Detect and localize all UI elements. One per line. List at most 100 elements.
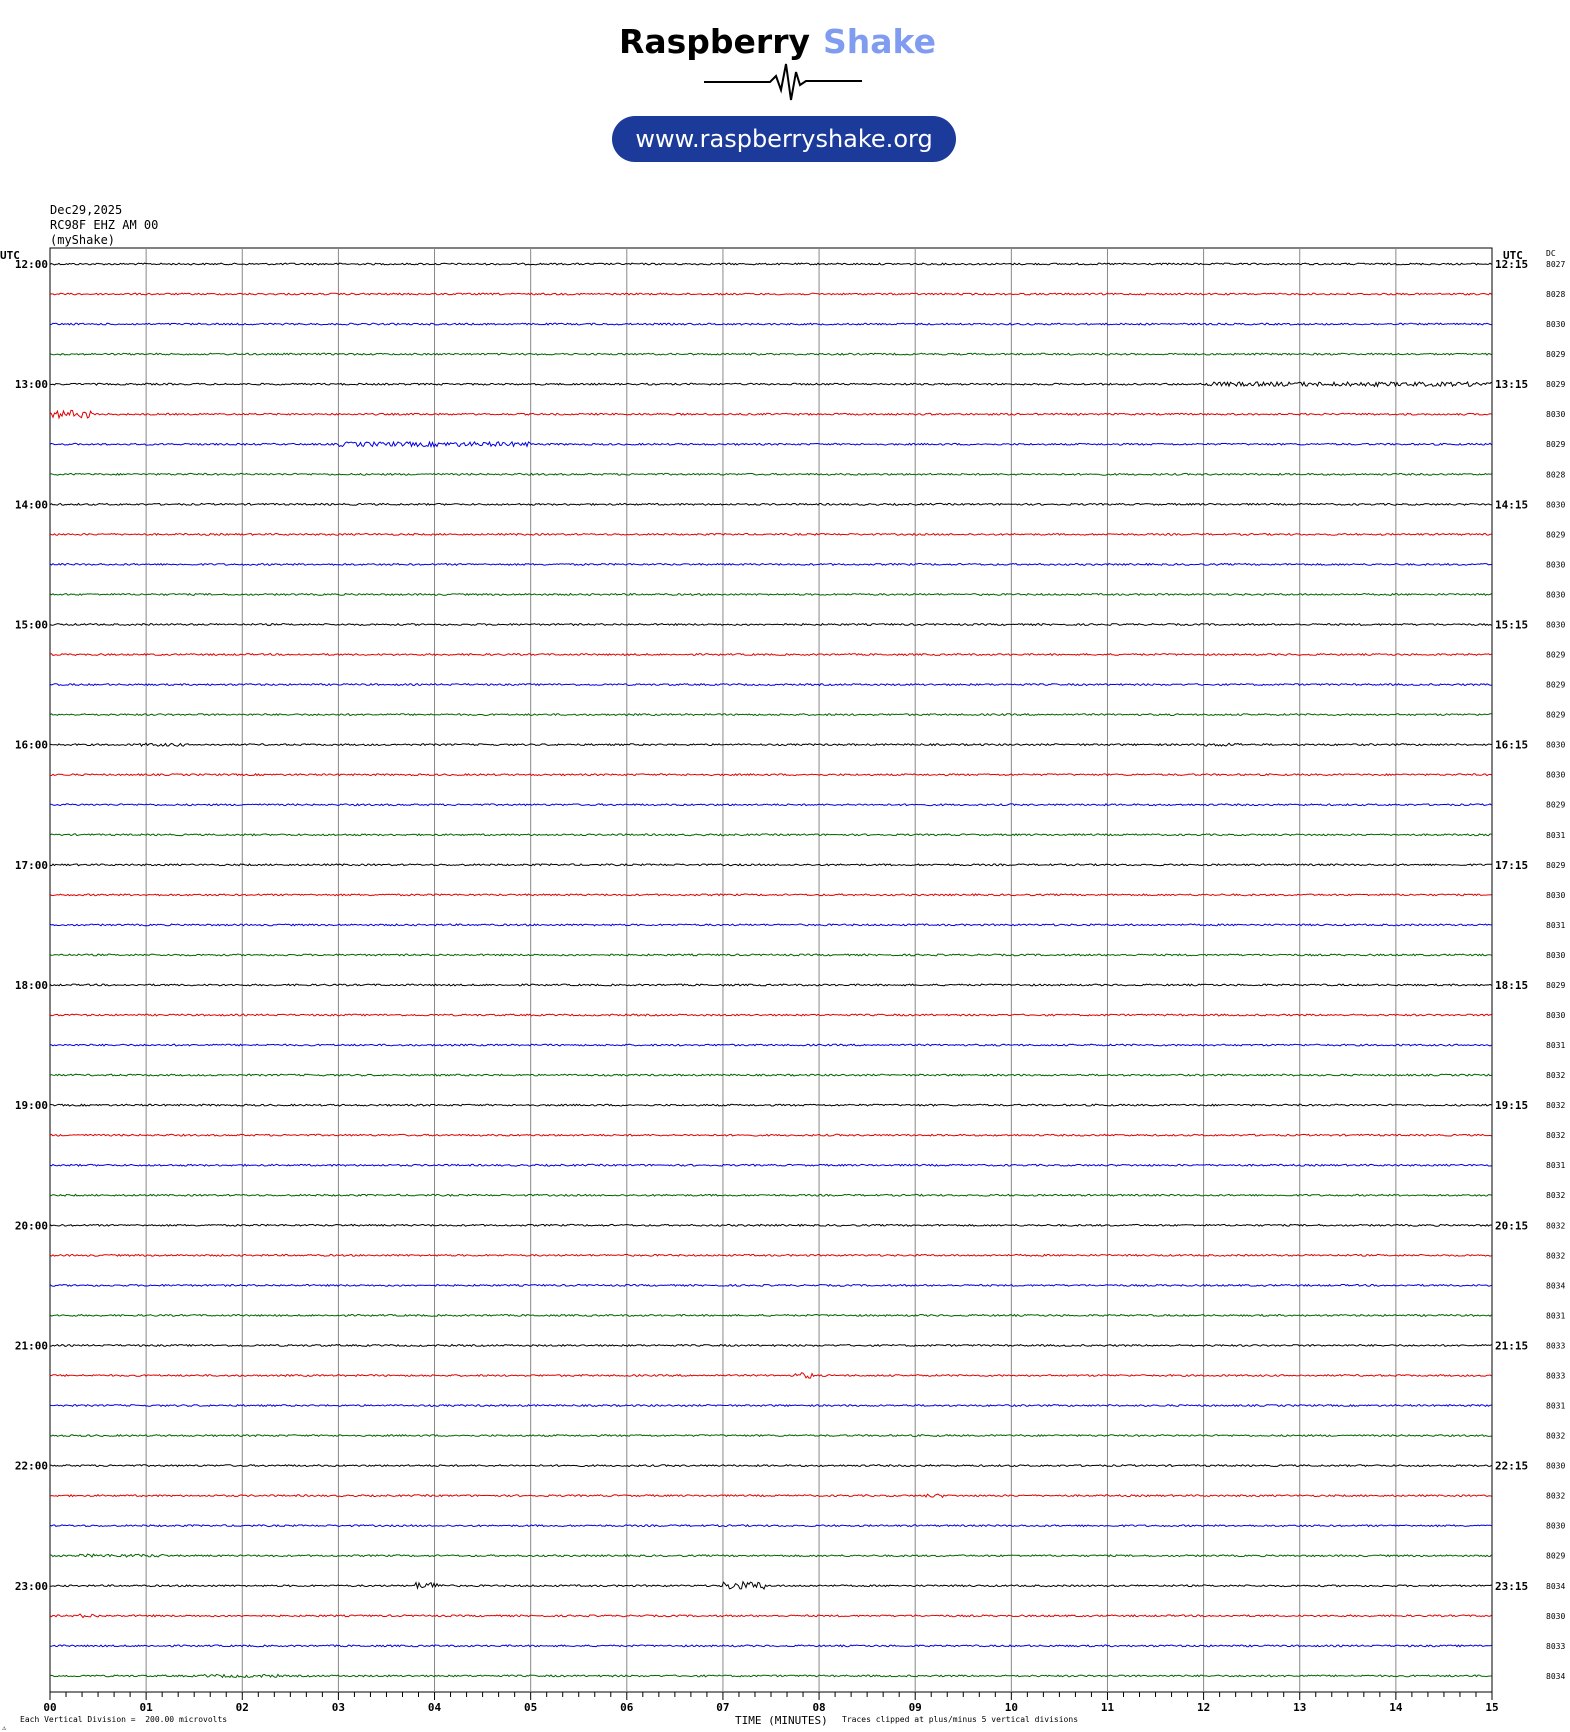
x-tick-label: 15	[1485, 1701, 1498, 1714]
dc-value: 8030	[1546, 891, 1565, 900]
dc-value: 8031	[1546, 1041, 1565, 1050]
trace-row	[49, 1043, 1492, 1047]
station-label: RC98F EHZ AM 00	[50, 218, 158, 232]
x-axis-title: TIME (MINUTES)	[735, 1714, 828, 1727]
dc-value: 8030	[1546, 320, 1565, 329]
trace-row	[49, 1313, 1492, 1318]
left-hour-label: 16:00	[15, 739, 48, 752]
trace-row	[49, 923, 1492, 927]
trace-row	[49, 352, 1492, 356]
plot-frame	[49, 247, 1493, 1693]
dc-value: 8032	[1546, 1131, 1565, 1140]
trace-row	[49, 652, 1492, 657]
trace-row	[49, 380, 1492, 388]
dc-value-labels: 8027 8028 8030 8029 8029 8030 8029 8028 8030 8029…	[1546, 260, 1565, 1681]
x-tick-label: 09	[909, 1701, 922, 1714]
trace-row	[49, 1073, 1492, 1077]
trace-row	[49, 713, 1492, 717]
left-hour-label: 20:00	[15, 1219, 48, 1232]
right-hour-label: 12:15	[1495, 258, 1528, 271]
station-header: Dec29,2025 RC98F EHZ AM 00 (myShake) UTC…	[0, 203, 1556, 262]
right-hour-label: 20:15	[1495, 1219, 1528, 1232]
left-hour-label: 12:00	[15, 258, 48, 271]
trace-row	[49, 1103, 1492, 1107]
dc-value: 8032	[1546, 1191, 1565, 1200]
right-hour-label: 19:15	[1495, 1099, 1528, 1112]
trace-row	[49, 622, 1492, 627]
dc-value: 8033	[1546, 1371, 1565, 1380]
dc-header-label: DC	[1546, 249, 1556, 258]
dc-value: 8029	[1546, 681, 1565, 690]
trace-row	[49, 592, 1492, 597]
left-hour-labels: 12:00 13:00 14:00 15:00 16:00 17:00 18:00 19:00…	[15, 258, 48, 1593]
dc-value: 8032	[1546, 1071, 1565, 1080]
left-hour-label: 13:00	[15, 378, 48, 391]
trace-row	[49, 1013, 1492, 1017]
x-tick-label: 10	[1005, 1701, 1018, 1714]
dc-value: 8029	[1546, 861, 1565, 870]
url-pill[interactable]	[612, 116, 956, 162]
trace-row	[49, 833, 1492, 837]
right-hour-label: 14:15	[1495, 498, 1528, 511]
dc-value: 8030	[1546, 1462, 1565, 1471]
url-text[interactable]: www.raspberryshake.org	[635, 125, 932, 153]
dc-value: 8030	[1546, 410, 1565, 419]
trace-row	[49, 1133, 1492, 1137]
right-utc-label: UTC	[1503, 249, 1523, 262]
brand-word-raspberry: Raspberry	[619, 22, 810, 61]
trace-row	[49, 1193, 1492, 1197]
footer: ⚠ Each Vertical Division = 200.00 microv…	[2, 1714, 1078, 1732]
dc-value: 8031	[1546, 1311, 1565, 1320]
trace-row	[49, 532, 1492, 536]
right-hour-label: 17:15	[1495, 859, 1528, 872]
trace-row	[49, 1223, 1492, 1227]
left-hour-label: 17:00	[15, 859, 48, 872]
dc-value: 8029	[1546, 711, 1565, 720]
dc-value: 8032	[1546, 1492, 1565, 1501]
trace-row	[49, 1463, 1492, 1468]
right-hour-label: 23:15	[1495, 1580, 1528, 1593]
dc-value: 8034	[1546, 1582, 1565, 1591]
trace-row	[49, 409, 1492, 420]
left-hour-label: 21:00	[15, 1339, 48, 1352]
source-label: (myShake)	[50, 233, 115, 247]
right-hour-label: 13:15	[1495, 378, 1528, 391]
x-tick-label: 01	[140, 1701, 154, 1714]
dc-value: 8030	[1546, 1011, 1565, 1020]
trace-row	[49, 1372, 1492, 1379]
trace-row	[49, 1493, 1492, 1499]
right-hour-label: 18:15	[1495, 979, 1528, 992]
trace-row	[49, 562, 1492, 567]
left-hour-label: 15:00	[15, 618, 48, 631]
trace-row	[49, 1163, 1492, 1167]
x-tick-label: 12	[1197, 1701, 1210, 1714]
dc-value: 8029	[1546, 981, 1565, 990]
right-hour-labels: 12:15 13:15 14:15 15:15 16:15 17:15 18:15 19:15…	[1495, 258, 1528, 1593]
trace-row	[50, 773, 1492, 777]
helicorder-traces	[49, 262, 1492, 1679]
dc-value: 8033	[1546, 1642, 1565, 1651]
dc-value: 8030	[1546, 590, 1565, 599]
trace-row	[49, 440, 1492, 448]
trace-row	[49, 502, 1492, 506]
scale-icon: ⚠	[2, 1724, 7, 1732]
dc-value: 8030	[1546, 741, 1565, 750]
x-tick-label: 06	[620, 1701, 634, 1714]
right-hour-label: 22:15	[1495, 1460, 1528, 1473]
division-note: Each Vertical Division = 200.00 microvol…	[20, 1715, 227, 1724]
logo-seismic-wave-icon	[704, 63, 862, 101]
dc-value: 8030	[1546, 500, 1565, 509]
trace-row	[50, 1644, 1492, 1648]
dc-value: 8027	[1546, 260, 1565, 269]
x-tick-label: 08	[812, 1701, 825, 1714]
trace-row	[49, 322, 1492, 326]
trace-row	[49, 983, 1492, 987]
x-tick-label: 02	[236, 1701, 249, 1714]
left-utc-label: UTC	[0, 249, 20, 262]
dc-value: 8029	[1546, 651, 1565, 660]
left-hour-label: 18:00	[15, 979, 48, 992]
dc-value: 8031	[1546, 831, 1565, 840]
logo: Raspberry Shake www.raspberryshake.org	[612, 22, 956, 162]
dc-value: 8032	[1546, 1251, 1565, 1260]
right-hour-label: 16:15	[1495, 739, 1528, 752]
